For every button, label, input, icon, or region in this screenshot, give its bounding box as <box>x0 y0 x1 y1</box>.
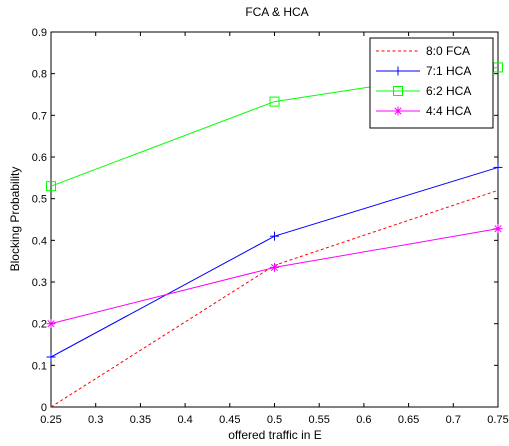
legend-box <box>369 37 494 129</box>
legend-label-0: 8:0 FCA <box>426 44 470 58</box>
y-tick-label-1: 0.1 <box>32 360 47 372</box>
legend-label-2: 6:2 HCA <box>426 84 471 98</box>
y-tick-label-9: 0.9 <box>32 27 47 39</box>
legend-marker-3 <box>393 106 403 116</box>
point-s3-0 <box>46 319 56 329</box>
x-tick-label-0: 0.25 <box>40 414 61 426</box>
series-markers <box>46 62 503 362</box>
legend-marker-1 <box>393 66 403 76</box>
x-tick-label-5: 0.5 <box>267 414 282 426</box>
point-s1-0 <box>46 352 56 362</box>
point-s2-1 <box>269 96 280 107</box>
y-tick-label-8: 0.8 <box>32 69 47 81</box>
y-tick-label-0: 0 <box>41 402 47 414</box>
x-tick-label-1: 0.3 <box>88 414 103 426</box>
x-tick-label-10: 0.75 <box>487 414 508 426</box>
y-tick-label-2: 0.2 <box>32 319 47 331</box>
x-tick-label-7: 0.6 <box>356 414 371 426</box>
point-s1-2 <box>493 162 503 172</box>
point-s3-2 <box>493 224 503 234</box>
axis-ticks: 0.25 0.3 0.35 0.4 0.45 0.5 0.55 0.6 0.65 0.7 0.75 0… <box>32 27 509 426</box>
y-tick-label-3: 0.3 <box>32 277 47 289</box>
point-s1-1 <box>270 231 279 241</box>
x-tick-label-3: 0.4 <box>177 414 192 426</box>
y-tick-label-7: 0.7 <box>32 110 47 122</box>
x-tick-label-8: 0.65 <box>398 414 419 426</box>
legend-label-3: 4:4 HCA <box>426 104 471 118</box>
x-axis-label: offered traffic in E <box>228 428 322 442</box>
legend-marker-2 <box>393 86 403 96</box>
y-tick-label-5: 0.5 <box>32 194 47 206</box>
x-tick-label-6: 0.55 <box>308 414 329 426</box>
y-tick-label-4: 0.4 <box>32 235 47 247</box>
x-tick-label-4: 0.45 <box>219 414 240 426</box>
x-tick-label-2: 0.35 <box>130 414 151 426</box>
legend-label-1: 7:1 HCA <box>426 64 471 78</box>
legend: 8:0 FCA 7:1 HCA 6:2 HCA 4:4 HCA <box>369 37 494 129</box>
y-axis-label: Blocking Probability <box>8 167 22 272</box>
point-s3-1 <box>270 262 279 272</box>
x-tick-label-9: 0.7 <box>446 414 461 426</box>
y-tick-label-6: 0.6 <box>32 152 47 164</box>
chart-title: FCA & HCA <box>245 5 308 19</box>
point-s2-0 <box>46 181 56 192</box>
